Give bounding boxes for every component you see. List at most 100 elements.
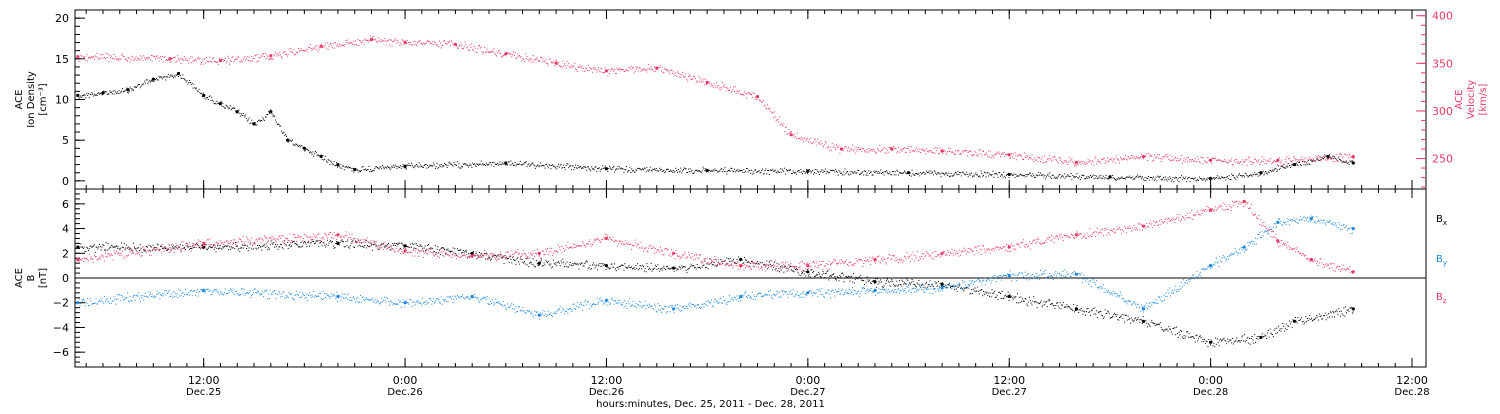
density-series-sample [92, 94, 93, 95]
bx-series-sample [1206, 341, 1207, 342]
density-series-sample [437, 168, 438, 169]
by-series-sample [115, 304, 116, 305]
density-series-sample [1258, 176, 1259, 177]
bx-series-sample [485, 258, 486, 259]
bx-series-sample [891, 279, 892, 280]
velocity-series-sample [581, 68, 582, 69]
bx-series-sample [533, 258, 534, 259]
velocity-series-sample [890, 147, 891, 148]
density-series-sample [679, 172, 680, 173]
velocity-series-sample [295, 53, 296, 54]
density-series-sample [471, 167, 472, 168]
by-series-sample [304, 295, 305, 296]
velocity-series-sample [163, 62, 164, 63]
density-series-sample [641, 169, 642, 170]
bx-series-sample [851, 276, 852, 277]
velocity-series-sample [461, 45, 462, 46]
velocity-series-sample [1068, 162, 1069, 163]
velocity-series-sample [697, 80, 698, 81]
bx-series-sample [101, 249, 102, 250]
velocity-series-sample [770, 108, 771, 109]
velocity-series-sample [1214, 158, 1215, 159]
bx-series-sample [1348, 309, 1349, 310]
density-series-sample [1235, 178, 1236, 179]
velocity-series-sample [431, 43, 432, 44]
velocity-series-sample [883, 149, 884, 150]
velocity-series-sample [1297, 161, 1298, 162]
velocity-series-sample [176, 60, 177, 61]
density-series-sample [158, 80, 159, 81]
density-series-sample [983, 175, 984, 176]
velocity-series-sample [111, 56, 112, 57]
bx-series-sample [1313, 320, 1314, 321]
bx-series-sample [916, 286, 917, 287]
density-series-sample [1244, 176, 1245, 177]
bx-series-sample [1076, 310, 1077, 311]
velocity-series-sample [510, 54, 511, 55]
bx-series-sample [1301, 317, 1302, 318]
b-axis-tick-label: −6 [53, 346, 69, 359]
density-series-sample [216, 101, 217, 102]
bx-series-sample [217, 245, 218, 246]
density-series-sample [1321, 157, 1322, 158]
density-series-sample [351, 168, 352, 169]
density-series-point [1352, 161, 1355, 164]
velocity-series-sample [828, 148, 829, 149]
density-series-sample [1192, 178, 1193, 179]
density-series-sample [1150, 177, 1151, 178]
density-series-sample [442, 167, 443, 168]
bx-series-sample [1330, 311, 1331, 312]
density-series-sample [1271, 171, 1272, 172]
density-series-sample [1217, 175, 1218, 176]
velocity-series-sample [485, 52, 486, 53]
bx-series-sample [527, 258, 528, 259]
by-series-sample [184, 294, 185, 295]
by-series-sample [205, 291, 206, 292]
velocity-series-sample [313, 47, 314, 48]
bx-series-sample [927, 287, 928, 288]
density-series-sample [407, 165, 408, 166]
density-series-sample [529, 166, 530, 167]
velocity-series-sample [1185, 162, 1186, 163]
bx-series-sample [1235, 341, 1236, 342]
density-series-sample [365, 169, 366, 170]
density-series-sample [950, 176, 951, 177]
velocity-series-sample [941, 150, 942, 151]
density-series-sample [399, 167, 400, 168]
density-series-sample [919, 175, 920, 176]
velocity-series-sample [529, 59, 530, 60]
density-series-sample [244, 115, 245, 116]
by-series-sample [209, 291, 210, 292]
bx-series-sample [279, 247, 280, 248]
density-series-sample [958, 171, 959, 172]
density-series-sample [210, 100, 211, 101]
density-series-sample [1347, 163, 1348, 164]
density-series-sample [322, 159, 323, 160]
by-series-sample [96, 298, 97, 299]
bx-series-sample [354, 247, 355, 248]
bx-series-sample [473, 251, 474, 252]
velocity-series-sample [1270, 161, 1271, 162]
density-series-sample [149, 80, 150, 81]
velocity-series-sample [1160, 158, 1161, 159]
density-series-sample [993, 177, 994, 178]
velocity-series-sample [590, 67, 591, 68]
velocity-series-sample [102, 58, 103, 59]
velocity-series-sample [663, 73, 664, 74]
velocity-series-sample [757, 96, 758, 97]
velocity-series-sample [80, 58, 81, 59]
bx-series-sample [348, 247, 349, 248]
bx-series-sample [98, 247, 99, 248]
bx-series-sample [1287, 325, 1288, 326]
density-series-sample [395, 165, 396, 166]
velocity-series-sample [852, 145, 853, 146]
velocity-series-sample [827, 147, 828, 148]
density-series-sample [1336, 159, 1337, 160]
bx-series-sample [926, 282, 927, 283]
velocity-series-sample [516, 58, 517, 59]
bx-series-sample [984, 294, 985, 295]
velocity-series-sample [577, 71, 578, 72]
density-series-sample [1282, 166, 1283, 167]
velocity-series-sample [892, 149, 893, 150]
velocity-series-sample [699, 81, 700, 82]
